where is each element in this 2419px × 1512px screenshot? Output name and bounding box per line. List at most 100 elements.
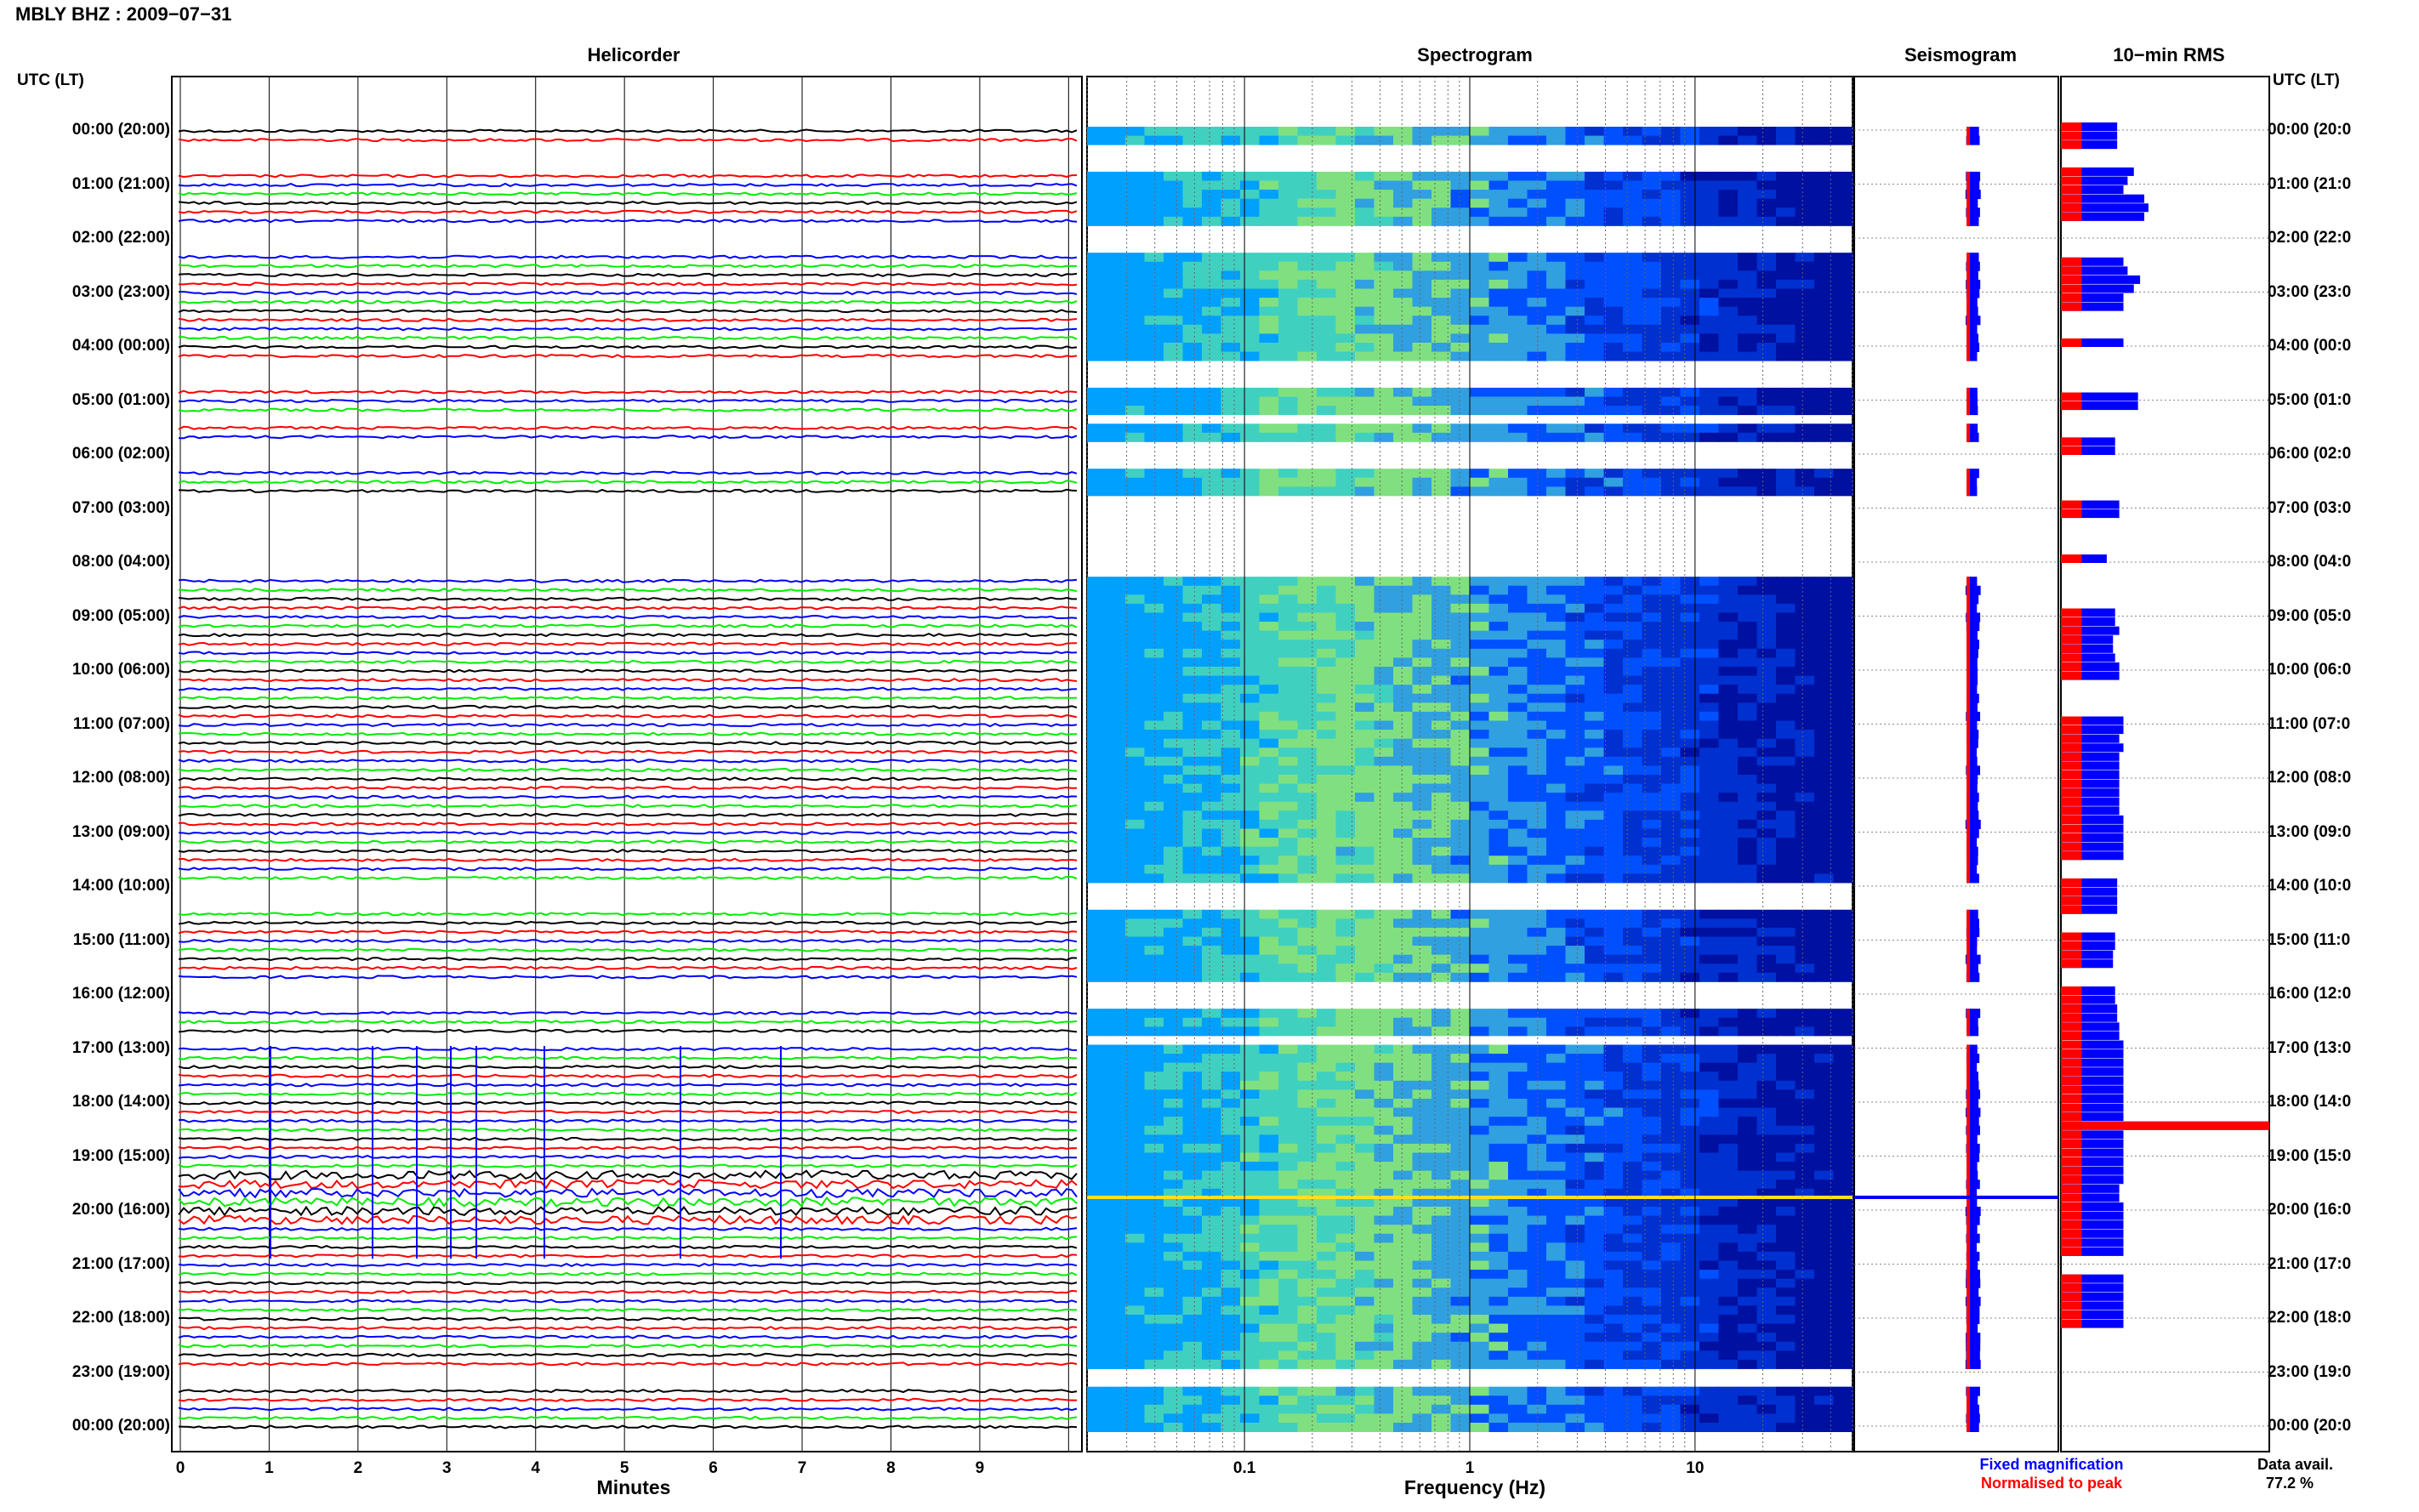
- spectrogram-cell: [1508, 810, 1528, 821]
- spectrogram-cell: [1317, 1107, 1337, 1117]
- spectrogram-cell: [1202, 270, 1222, 281]
- spectrogram-cell: [1756, 936, 1777, 946]
- spectrogram-cell: [1182, 1062, 1203, 1072]
- spectrogram-cell: [1508, 135, 1528, 145]
- spectrogram-cell: [1087, 909, 1107, 919]
- spectrogram-cell: [1623, 873, 1643, 884]
- spectrogram-cell: [1585, 783, 1605, 793]
- spectrogram-cell: [1738, 801, 1758, 811]
- spectrogram-cell: [1335, 1107, 1356, 1117]
- spectrogram-cell: [1642, 1054, 1662, 1064]
- seismogram-fixed-segment: [1966, 1009, 1981, 1019]
- spectrogram-cell: [1508, 333, 1528, 344]
- spectrogram-cell: [1508, 1179, 1528, 1190]
- spectrogram-cell: [1756, 1134, 1777, 1145]
- spectrogram-cell: [1699, 1305, 1720, 1316]
- seismogram-fixed-segment: [1966, 1125, 1980, 1135]
- spectrogram-cell: [1182, 324, 1203, 334]
- spectrogram-cell: [1738, 279, 1758, 289]
- spectrogram-cell: [1431, 432, 1452, 442]
- spectrogram-cell: [1585, 846, 1605, 856]
- spectrogram-cell: [1087, 1260, 1107, 1270]
- spectrogram-cell: [1412, 667, 1432, 676]
- spectrogram-cell: [1144, 180, 1164, 190]
- spectrogram-cell: [1221, 1134, 1241, 1145]
- spectrogram-cell: [1412, 1017, 1432, 1027]
- spectrogram-cell: [1182, 396, 1203, 406]
- spectrogram-cell: [1240, 1287, 1261, 1298]
- spectrogram-cell: [1221, 343, 1241, 352]
- spectrogram-cell: [1259, 711, 1279, 721]
- seismogram-normalised-segment: [1967, 477, 1970, 487]
- spectrogram-cell: [1106, 1125, 1126, 1135]
- spectrogram-cell: [1738, 1134, 1758, 1145]
- seismogram-fixed-segment: [1967, 846, 1978, 856]
- spectrogram-cell: [1756, 1009, 1777, 1019]
- spectrogram-cell: [1182, 846, 1203, 856]
- spectrogram-cell: [1642, 1395, 1662, 1406]
- spectrogram-cell: [1795, 1413, 1815, 1424]
- spectrogram-cell: [1680, 1170, 1700, 1180]
- spectrogram-cell: [1470, 387, 1490, 397]
- spectrogram-cell: [1718, 819, 1739, 829]
- spectrogram-cell: [1182, 288, 1203, 298]
- spectrogram-cell: [1221, 1117, 1241, 1127]
- spectrogram-cell: [1164, 1215, 1184, 1225]
- spectrogram-cell: [1776, 343, 1796, 352]
- spectrogram-cell: [1202, 135, 1222, 145]
- spectrogram-cell: [1182, 594, 1203, 605]
- spectrogram-cell: [1623, 783, 1643, 793]
- spectrogram-cell: [1125, 685, 1146, 695]
- spectrogram-cell: [1776, 909, 1796, 919]
- spectrogram-cell: [1144, 351, 1164, 361]
- spectrogram-cell: [1718, 810, 1739, 821]
- spectrogram-cell: [1699, 946, 1720, 956]
- spectrogram-cell: [1776, 855, 1796, 866]
- spectrogram-cell: [1317, 1197, 1337, 1208]
- spectrogram-cell: [1125, 667, 1146, 676]
- spectrogram-cell: [1164, 577, 1184, 587]
- spectrogram-cell: [1164, 1089, 1184, 1100]
- spectrogram-cell: [1374, 1162, 1394, 1172]
- spectrogram-cell: [1642, 135, 1662, 145]
- helicorder-trace-row: [178, 1145, 1078, 1151]
- spectrogram-cell: [1374, 963, 1394, 974]
- spectrogram-cell: [1470, 207, 1490, 218]
- spectrogram-cell: [1202, 838, 1222, 848]
- seismogram-fixed-segment: [1967, 909, 1978, 919]
- spectrogram-cell: [1164, 1233, 1184, 1243]
- spectrogram-cell: [1661, 685, 1682, 695]
- spectrogram-cell: [1718, 198, 1739, 208]
- spectrogram-cell: [1623, 1054, 1643, 1064]
- spectrogram-cell: [1642, 1143, 1662, 1153]
- spectrogram-cell: [1565, 1143, 1585, 1153]
- seismogram-normalised-segment: [1967, 333, 1970, 344]
- spectrogram-cell: [1240, 171, 1261, 181]
- spectrogram-cell: [1585, 1134, 1605, 1145]
- spectrogram-cell: [1278, 1423, 1299, 1432]
- helicorder-trace-row: [178, 344, 1078, 350]
- spectrogram-cell: [1565, 927, 1585, 937]
- spectrogram-cell: [1585, 1197, 1605, 1208]
- spectrogram-cell: [1240, 756, 1261, 766]
- spectrogram-cell: [1470, 1162, 1490, 1172]
- spectrogram-cell: [1756, 972, 1777, 982]
- spectrogram-cell: [1776, 1278, 1796, 1288]
- spectrogram-cell: [1221, 1054, 1241, 1064]
- helicorder-trace-row: [178, 759, 1078, 764]
- spectrogram-cell: [1776, 1071, 1796, 1082]
- spectrogram-cell: [1221, 846, 1241, 856]
- spectrogram-cell: [1297, 207, 1318, 218]
- spectrogram-cell: [1718, 1143, 1739, 1153]
- spectrogram-cell: [1603, 1071, 1624, 1082]
- spectrogram-cell: [1527, 711, 1547, 721]
- spectrogram-cell: [1623, 1134, 1643, 1145]
- spectrogram-cell: [1527, 253, 1547, 263]
- spectrogram-cell: [1814, 1350, 1835, 1361]
- spectrogram-cell: [1642, 909, 1662, 919]
- spectrogram-cell: [1642, 1089, 1662, 1100]
- spectrogram-cell: [1240, 180, 1261, 190]
- spectrogram-cell: [1508, 261, 1528, 271]
- spectrogram-cell: [1776, 1305, 1796, 1316]
- spectrogram-cell: [1278, 918, 1299, 929]
